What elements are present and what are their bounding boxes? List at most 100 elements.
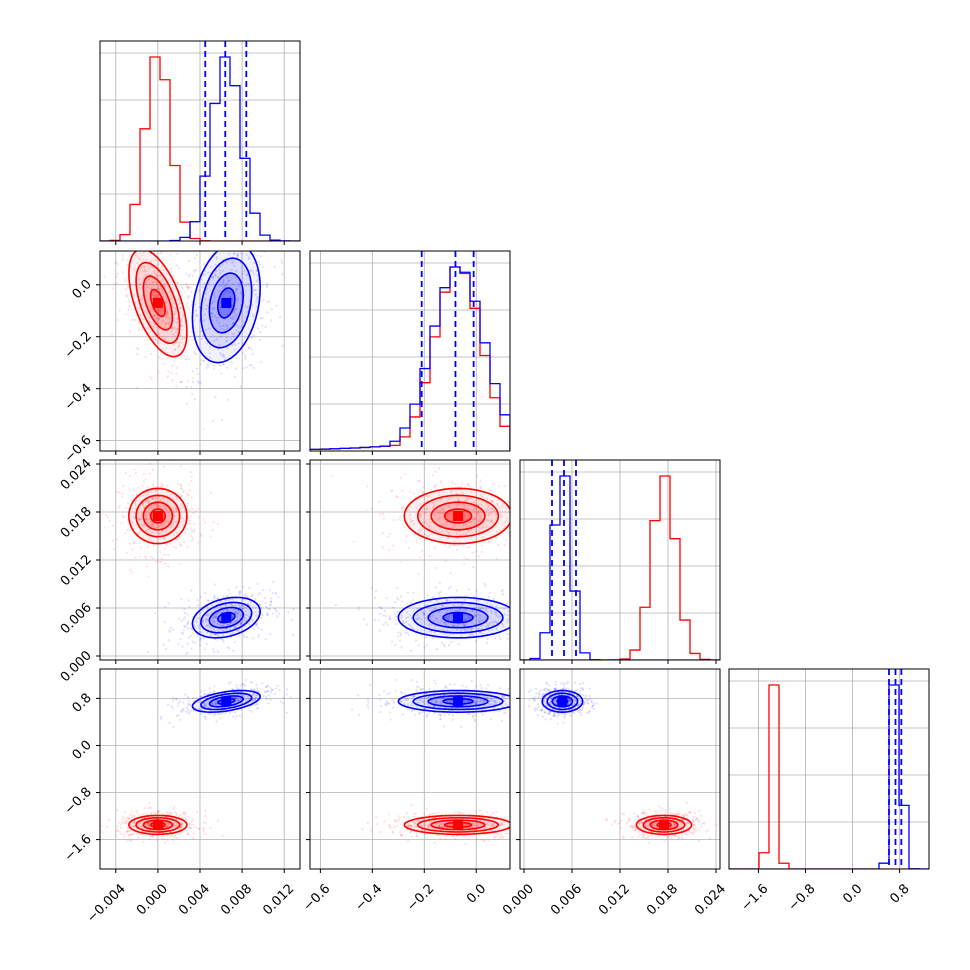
contour-blue <box>191 251 262 364</box>
contour-blue <box>200 601 253 634</box>
contour-blue <box>546 692 579 711</box>
x-tick-label: 0.012 <box>596 881 633 918</box>
contour-red <box>430 819 486 831</box>
density-peak-red <box>152 819 163 830</box>
contour-red <box>416 494 500 538</box>
contour-blue <box>397 596 510 639</box>
density-peak-blue <box>221 612 232 623</box>
histogram-red <box>729 684 929 869</box>
contour-blue <box>200 257 253 349</box>
contour-blue <box>208 606 245 629</box>
panel-frame <box>309 668 511 870</box>
contour-blue <box>200 692 253 711</box>
contour-red <box>142 275 174 331</box>
panel-frame <box>728 668 930 870</box>
histogram-blue <box>310 266 510 451</box>
contour-red <box>403 487 510 545</box>
y-tick-label: 0.006 <box>58 600 95 637</box>
histogram-blue <box>729 684 929 869</box>
contour-blue <box>427 695 489 708</box>
contour-red <box>128 251 188 358</box>
x-tick-label: −0.8 <box>786 881 819 914</box>
contour-blue <box>397 689 510 714</box>
density-peak-blue <box>453 696 464 707</box>
contour-red <box>430 501 486 531</box>
samples-blue <box>146 581 295 656</box>
x-tick-label: 0.024 <box>692 881 729 918</box>
panels <box>96 40 930 873</box>
density-peak-red <box>659 819 669 830</box>
contour-red <box>135 817 181 833</box>
diag-panel-1 <box>309 250 511 455</box>
scatter-panel-1-0 <box>96 250 301 455</box>
x-tick-label: 0.0 <box>464 881 489 906</box>
diag-panel-0 <box>99 40 301 245</box>
contour-blue <box>208 272 245 334</box>
scatter-panel-2-0 <box>96 459 301 664</box>
contour-red <box>403 814 510 836</box>
density-peak-red <box>152 297 163 308</box>
x-tick-label: 0.8 <box>887 881 912 906</box>
x-tick-label: 0.018 <box>644 881 681 918</box>
y-tick-label: 0.0 <box>70 738 95 763</box>
x-tick-label: −1.6 <box>739 881 772 914</box>
contour-blue <box>216 287 236 319</box>
histogram-red <box>520 475 720 660</box>
density-peak-blue <box>221 297 232 308</box>
contour-blue <box>191 689 262 714</box>
contour-blue <box>412 601 504 634</box>
density-peak-blue <box>221 696 232 707</box>
contour-red <box>443 508 473 524</box>
y-tick-label: 0.018 <box>58 504 95 541</box>
contour-red <box>642 817 686 833</box>
x-tick-label: 0.012 <box>260 881 297 918</box>
contour-red <box>135 494 181 538</box>
scatter-panel-3-2 <box>516 668 721 873</box>
density-peak-blue <box>453 612 464 623</box>
y-tick-label: 0.8 <box>70 691 95 716</box>
density-peak-red <box>152 511 163 521</box>
diag-panel-3 <box>728 668 930 873</box>
x-tick-labels: −0.004 0.000 0.004 0.008 0.012 −0.6 −0.4 −0.2 0.… <box>84 881 912 926</box>
density-peak-red <box>453 511 464 521</box>
y-tick-label: 0.000 <box>58 648 95 685</box>
scatter-panel-3-0 <box>96 668 301 873</box>
x-tick-label: −0.6 <box>301 881 334 914</box>
y-tick-label: 0.0 <box>70 277 95 302</box>
contour-blue <box>551 695 574 708</box>
y-tick-label: 0.012 <box>58 552 95 589</box>
x-tick-label: 0.000 <box>500 881 537 918</box>
y-tick-labels: −0.6−0.4−0.20.00.0000.0060.0120.0180.024… <box>58 277 95 865</box>
contour-red <box>149 508 167 524</box>
diag-panel-2 <box>519 459 721 664</box>
panel-background <box>310 669 510 869</box>
contour-blue <box>541 689 584 714</box>
panel-frame <box>309 250 511 452</box>
contour-blue <box>191 596 262 639</box>
histogram-red <box>100 56 300 241</box>
contour-red <box>149 288 167 318</box>
x-tick-label: 0.004 <box>176 881 213 918</box>
x-tick-label: −0.2 <box>404 881 437 914</box>
x-tick-label: 0.0 <box>840 881 865 906</box>
contour-blue <box>427 606 489 629</box>
density-peak-blue <box>557 696 568 707</box>
y-tick-label: −0.8 <box>62 785 95 818</box>
x-tick-label: 0.000 <box>134 881 171 918</box>
contour-red <box>416 817 500 833</box>
scatter-panel-2-1 <box>306 459 511 664</box>
x-tick-label: −0.4 <box>352 881 385 914</box>
x-tick-label: 0.008 <box>218 881 255 918</box>
contour-blue <box>412 692 504 711</box>
contour-red <box>127 814 188 836</box>
x-tick-label: 0.006 <box>548 881 585 918</box>
density-peak-red <box>453 819 464 830</box>
scatter-panel-3-1 <box>306 668 511 873</box>
contour-red <box>135 261 181 345</box>
y-tick-label: −0.4 <box>62 381 95 414</box>
contour-red <box>635 814 693 836</box>
y-tick-label: −0.2 <box>62 329 95 362</box>
contour-red <box>127 487 188 545</box>
y-tick-label: −1.6 <box>62 832 95 865</box>
